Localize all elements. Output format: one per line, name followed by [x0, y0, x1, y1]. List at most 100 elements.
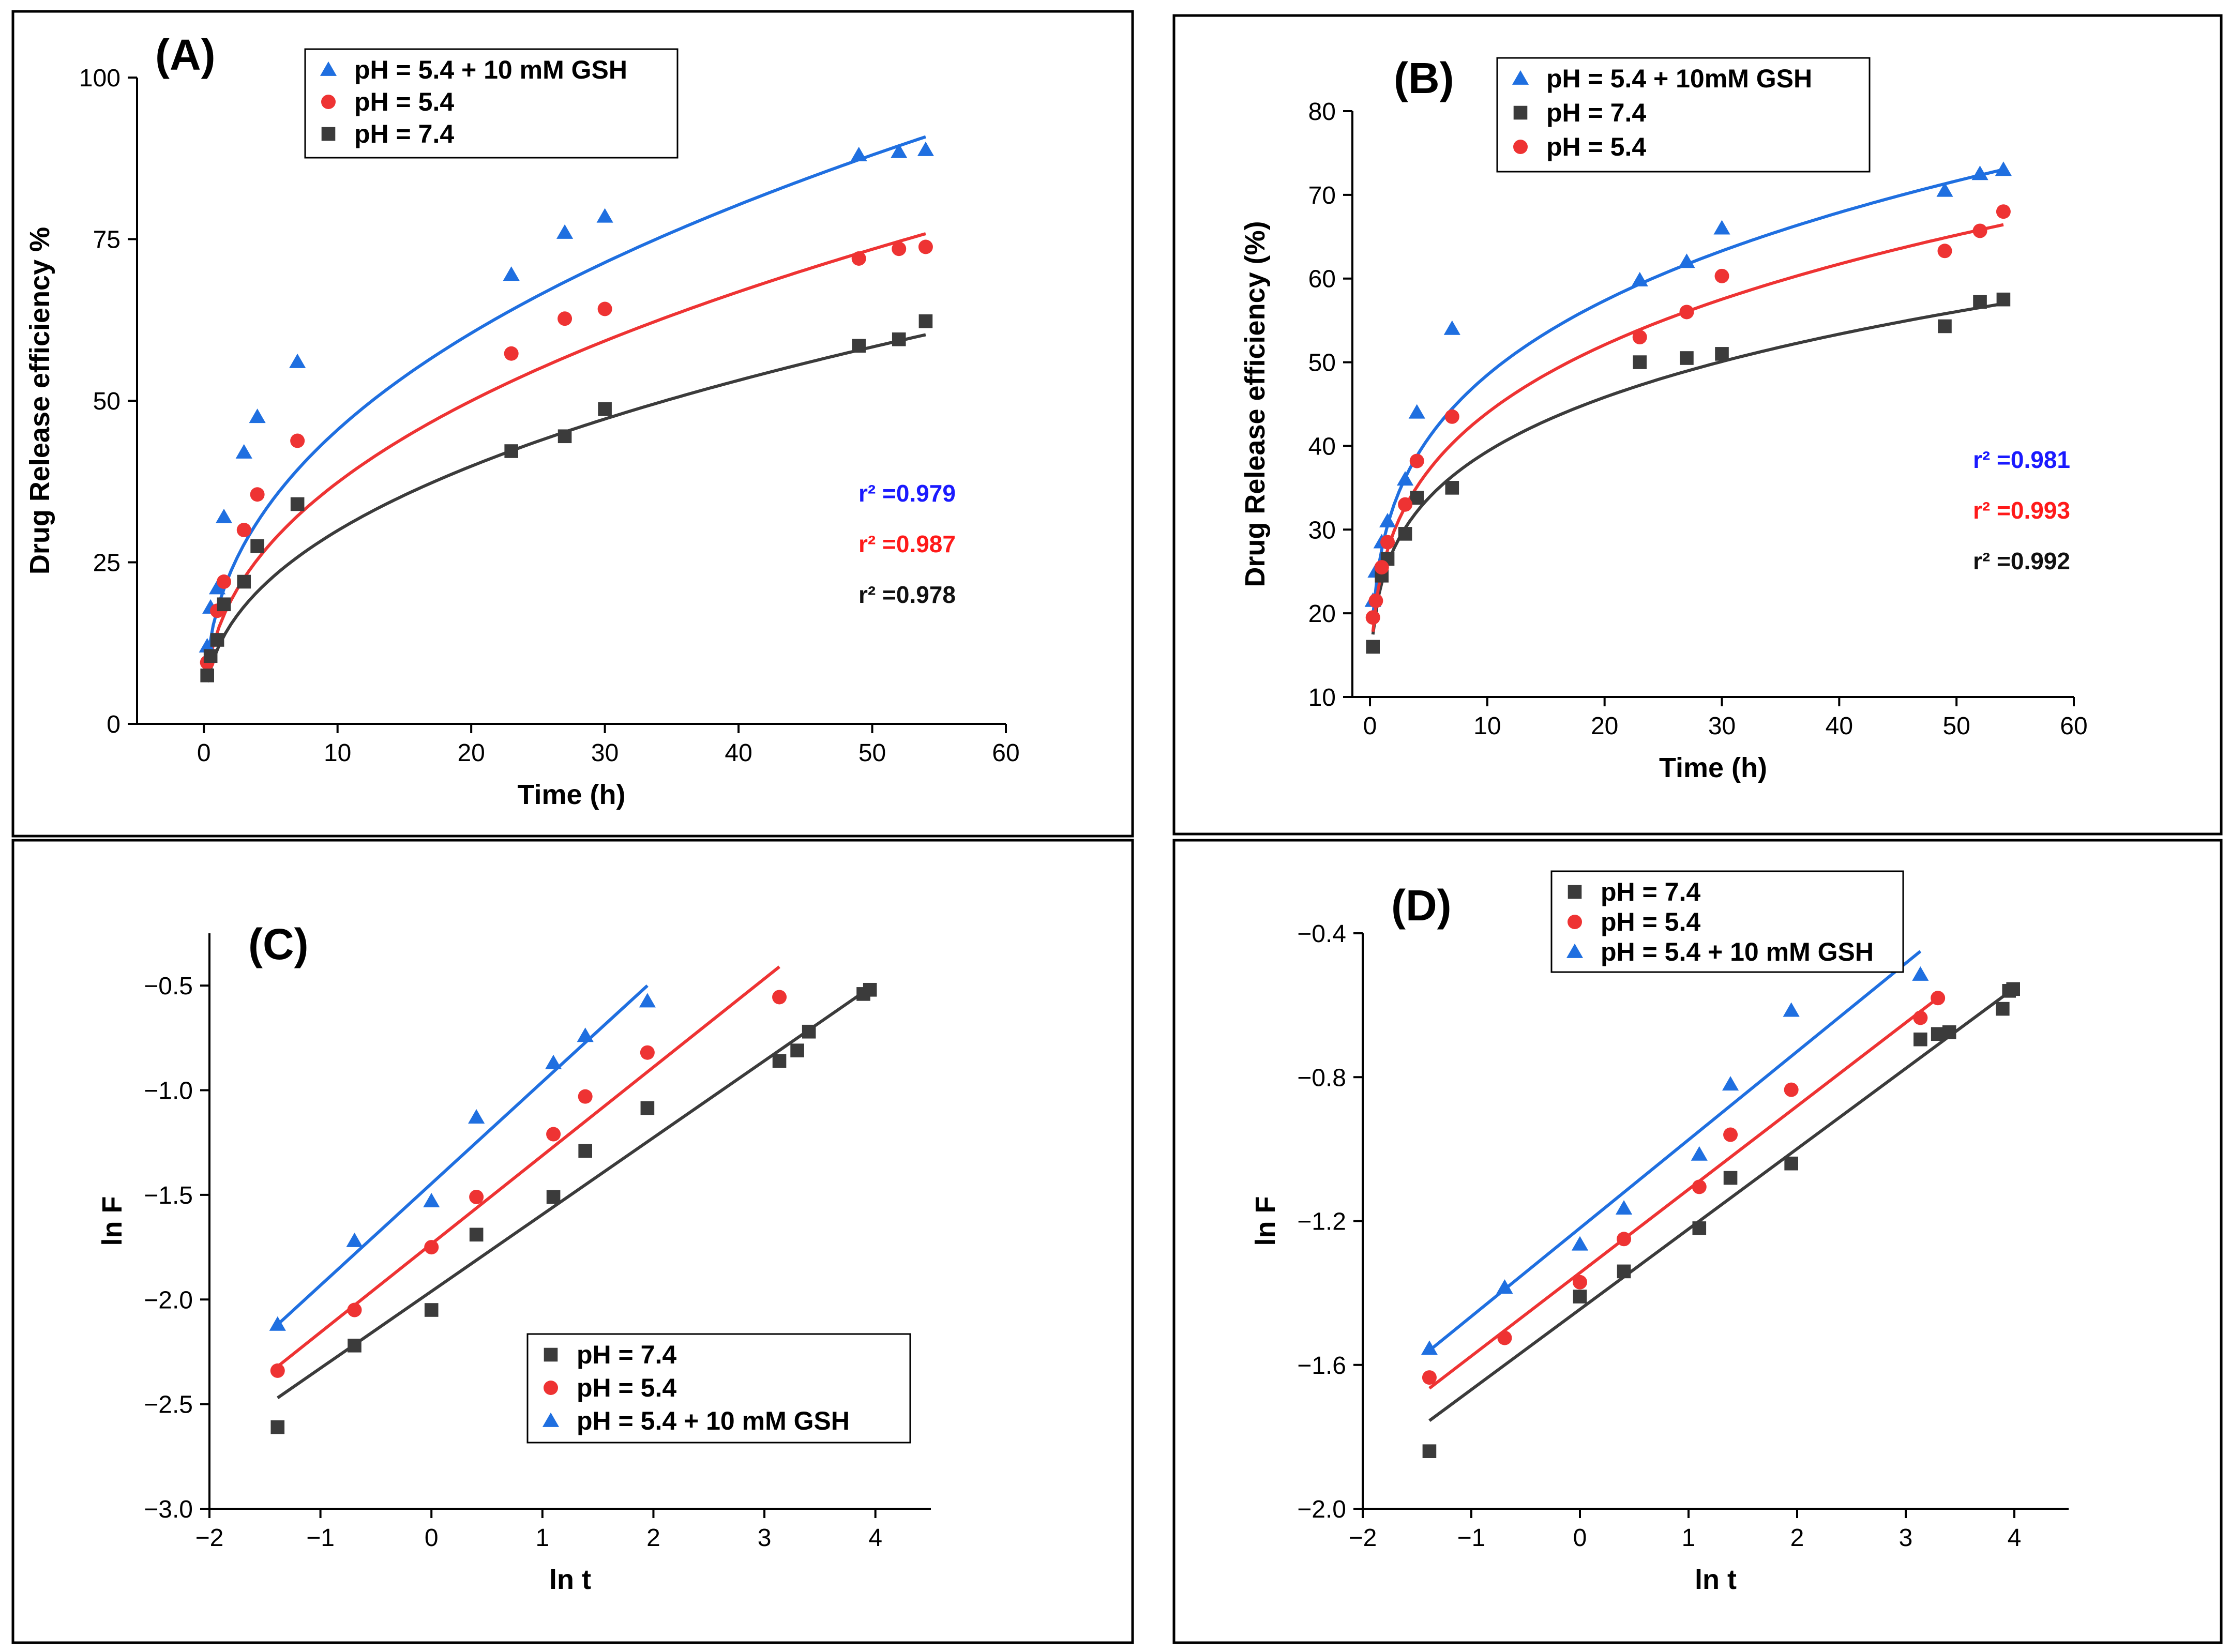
- fit-line: [1428, 950, 1922, 1352]
- data-point: [469, 1189, 484, 1204]
- panel-a-chart: 0 10 20 30 40 50 60 0 25 50 75 100 Time (h) Drug Rele…: [24, 31, 1020, 810]
- fit-line: [277, 986, 871, 1399]
- data-point: [1422, 1444, 1437, 1458]
- data-point: [1398, 527, 1412, 541]
- y-axis-label: ln F: [1250, 1196, 1281, 1246]
- x-tick-label: 50: [858, 739, 886, 767]
- y-tick-label: 70: [1308, 182, 1336, 209]
- data-point: [892, 241, 907, 256]
- x-tick-label: −1: [1457, 1524, 1486, 1552]
- panel-c-frame: [11, 839, 1134, 1644]
- data-point: [235, 444, 252, 459]
- data-point: [270, 1363, 285, 1378]
- data-point: [1443, 320, 1460, 335]
- data-point: [1617, 1232, 1632, 1247]
- data-point: [1931, 991, 1946, 1006]
- data-point: [237, 574, 251, 589]
- y-tick-label: −1.6: [1297, 1352, 1346, 1380]
- legend-entry: pH = 5.4: [1601, 907, 1700, 936]
- data-point: [1396, 471, 1414, 486]
- data-point: [1996, 292, 2011, 307]
- y-tick-label: −1.0: [144, 1078, 193, 1105]
- y-tick-label: −2.5: [144, 1391, 193, 1419]
- x-tick-label: 10: [1473, 713, 1501, 740]
- fit-line: [1371, 168, 2004, 616]
- x-tick-label: 60: [2060, 713, 2087, 740]
- data-point: [1496, 1279, 1513, 1294]
- legend-marker: [1513, 105, 1528, 120]
- x-tick-label: 3: [758, 1524, 772, 1552]
- x-tick-label: 0: [197, 739, 211, 767]
- r-squared-label: r² =0.987: [858, 531, 956, 557]
- data-point: [1422, 1370, 1437, 1385]
- legend-marker: [1568, 885, 1582, 899]
- legend-marker: [542, 1412, 560, 1427]
- data-point: [1633, 355, 1647, 369]
- data-point: [1714, 268, 1729, 283]
- y-tick-label: −0.4: [1297, 920, 1346, 948]
- fit-line: [276, 984, 649, 1326]
- y-tick-label: 100: [79, 65, 120, 92]
- x-tick-label: 20: [1591, 713, 1618, 740]
- legend-marker: [544, 1381, 558, 1395]
- r-squared-label: r² =0.979: [858, 480, 956, 507]
- data-point: [1692, 1179, 1707, 1194]
- y-tick-label: −1.5: [144, 1182, 193, 1209]
- data-point: [504, 444, 518, 458]
- data-point: [215, 508, 233, 523]
- x-tick-label: 20: [457, 739, 485, 767]
- data-point: [1573, 1275, 1587, 1290]
- y-tick-label: 75: [93, 226, 120, 254]
- data-point: [917, 141, 935, 156]
- data-point: [1996, 1002, 2010, 1016]
- data-point: [347, 1302, 362, 1317]
- panel-d-frame: [1172, 839, 2223, 1644]
- x-tick-label: 1: [1682, 1524, 1696, 1552]
- data-point: [1996, 204, 2011, 219]
- data-point: [1679, 305, 1694, 320]
- data-point: [1615, 1200, 1633, 1215]
- x-tick-label: 50: [1942, 713, 1970, 740]
- r-squared-label: r² =0.978: [858, 581, 956, 608]
- panel-c-chart: −2 −1 0 1 2 3 4 −3.0 −2.5 −2.0 −1.5 −1.0 −0.5 ln t ln …: [97, 920, 931, 1595]
- data-point: [546, 1190, 561, 1204]
- x-tick-label: 10: [324, 739, 351, 767]
- legend-box: [304, 48, 679, 159]
- data-point: [1937, 244, 1952, 259]
- x-tick-label: 0: [425, 1524, 439, 1552]
- x-tick-label: 1: [535, 1524, 549, 1552]
- data-point: [1938, 319, 1952, 334]
- x-axis-label: ln t: [549, 1564, 591, 1595]
- panel-b-chart: 0 10 20 30 40 50 60 10 20 30 40 50 60 70 80 Time (h) Dru…: [1240, 54, 2088, 783]
- legend-marker: [1568, 915, 1582, 929]
- data-point: [1573, 1290, 1587, 1304]
- x-tick-label: 30: [1708, 713, 1736, 740]
- y-tick-label: 0: [107, 711, 120, 738]
- data-point: [1571, 1236, 1589, 1251]
- x-tick-label: 4: [868, 1524, 882, 1552]
- x-tick-label: 30: [591, 739, 619, 767]
- data-point: [1995, 161, 2012, 176]
- y-tick-label: −2.0: [144, 1286, 193, 1314]
- data-point: [1715, 347, 1729, 361]
- data-point: [504, 346, 519, 361]
- legend-entry: pH = 7.4: [577, 1340, 676, 1369]
- data-point: [424, 1240, 439, 1255]
- data-point: [348, 1339, 361, 1353]
- data-point: [1783, 1002, 1800, 1017]
- y-tick-label: 30: [1308, 517, 1336, 544]
- y-tick-label: −0.5: [144, 973, 193, 1000]
- data-point: [1913, 1010, 1928, 1025]
- data-point: [558, 429, 572, 444]
- data-point: [1374, 560, 1389, 575]
- data-point: [640, 1101, 655, 1115]
- data-point: [1365, 610, 1380, 625]
- legend-entry: pH = 5.4: [354, 87, 454, 116]
- data-point: [918, 314, 933, 328]
- y-tick-label: −2.0: [1297, 1496, 1346, 1523]
- data-point: [346, 1232, 363, 1247]
- data-point: [1912, 966, 1929, 981]
- data-point: [1722, 1076, 1739, 1091]
- data-point: [1368, 593, 1383, 608]
- data-point: [545, 1054, 562, 1069]
